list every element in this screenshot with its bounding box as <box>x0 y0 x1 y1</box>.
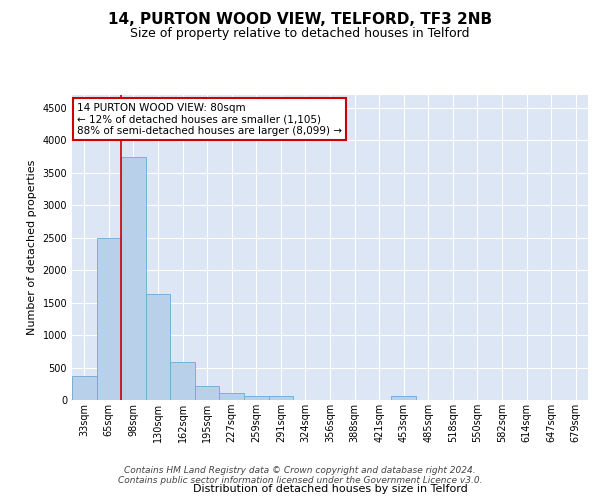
Bar <box>170 362 195 400</box>
Text: 14, PURTON WOOD VIEW, TELFORD, TF3 2NB: 14, PURTON WOOD VIEW, TELFORD, TF3 2NB <box>108 12 492 28</box>
Text: Size of property relative to detached houses in Telford: Size of property relative to detached ho… <box>130 28 470 40</box>
Bar <box>195 386 220 400</box>
X-axis label: Distribution of detached houses by size in Telford: Distribution of detached houses by size … <box>193 484 467 494</box>
Bar <box>121 156 146 400</box>
Bar <box>244 396 269 400</box>
Text: 14 PURTON WOOD VIEW: 80sqm
← 12% of detached houses are smaller (1,105)
88% of s: 14 PURTON WOOD VIEW: 80sqm ← 12% of deta… <box>77 102 342 136</box>
Bar <box>391 396 416 400</box>
Bar <box>269 396 293 400</box>
Y-axis label: Number of detached properties: Number of detached properties <box>27 160 37 335</box>
Bar <box>146 294 170 400</box>
Text: Contains HM Land Registry data © Crown copyright and database right 2024.
Contai: Contains HM Land Registry data © Crown c… <box>118 466 482 485</box>
Bar <box>72 376 97 400</box>
Bar <box>97 238 121 400</box>
Bar <box>220 393 244 400</box>
